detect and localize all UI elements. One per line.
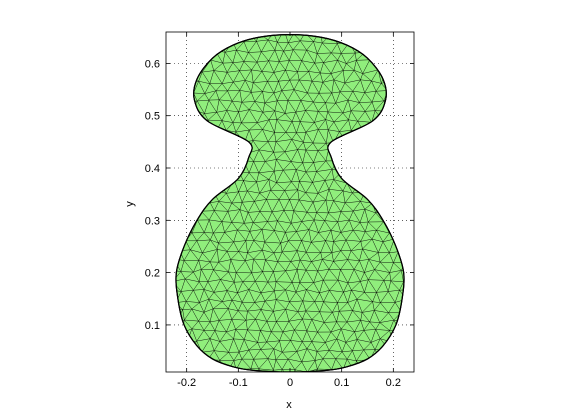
x-tick-label: 0.1 bbox=[334, 377, 349, 389]
y-axis-label: y bbox=[124, 201, 136, 207]
y-tick-label: 0.4 bbox=[145, 163, 160, 175]
y-tick-label: 0.6 bbox=[145, 58, 160, 70]
x-tick-label: 0 bbox=[287, 377, 293, 389]
guitar-mesh bbox=[175, 34, 405, 372]
y-tick-label: 0.2 bbox=[145, 268, 160, 280]
y-tick-label: 0.1 bbox=[145, 320, 160, 332]
y-tick-label: 0.3 bbox=[145, 215, 160, 227]
x-tick-label: -0.2 bbox=[177, 377, 196, 389]
x-axis-ticks: -0.2 -0.1 0 0.1 0.2 bbox=[177, 32, 401, 389]
x-axis-label: x bbox=[286, 399, 292, 411]
y-tick-label: 0.5 bbox=[145, 111, 160, 123]
y-axis-ticks: 0.1 0.2 0.3 0.4 0.5 0.6 bbox=[145, 58, 414, 332]
x-tick-label: -0.1 bbox=[229, 377, 248, 389]
x-tick-label: 0.2 bbox=[386, 377, 401, 389]
